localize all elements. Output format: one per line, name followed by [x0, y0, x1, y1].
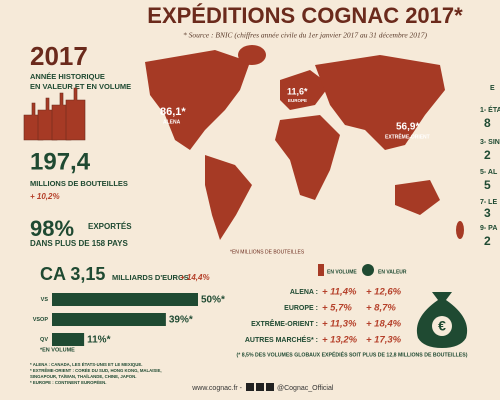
region-name: EUROPE	[288, 98, 307, 103]
title: EXPÉDITIONS COGNAC 2017*	[147, 3, 463, 28]
bar-value: 50%*	[201, 295, 225, 306]
bars-note: *EN VOLUME	[40, 347, 75, 353]
social-icon[interactable]	[246, 383, 254, 391]
bar	[52, 313, 166, 326]
growth-value: + 8,7%	[366, 303, 396, 314]
rank-value: 8	[484, 116, 491, 130]
bar	[52, 333, 85, 346]
social-icon[interactable]	[266, 383, 274, 391]
rank-value: 2	[484, 234, 491, 248]
region-name: EXTRÊME-ORIENT	[385, 132, 430, 140]
bar-label: VSOP	[33, 317, 49, 323]
growth-value: + 11,4%	[322, 287, 357, 298]
export-share: 98%	[30, 216, 74, 241]
region-value: 11,6*	[287, 86, 308, 96]
bar-value: 11%*	[87, 335, 110, 346]
footer-handle: @Cognac_Official	[277, 385, 334, 392]
social-icon[interactable]	[256, 383, 264, 391]
year-caption: ANNÉE HISTORIQUE	[30, 72, 105, 81]
growth-value: + 5,7%	[322, 303, 352, 314]
rank-label: 3- SIN	[480, 139, 500, 146]
table-header: EN VALEUR	[378, 269, 407, 275]
growth-value: + 13,2%	[322, 335, 358, 346]
footnote: SINGAPOUR, TAÏWAN, THAÏLANDE, CHINE, JAP…	[30, 374, 136, 379]
row-label: AUTRES MARCHÉS* :	[245, 335, 318, 344]
rank-value: 2	[484, 148, 491, 162]
source: * Source : BNIC (chiffres année civile d…	[183, 31, 428, 40]
rank-label: 9- PA	[480, 225, 497, 232]
svg-text:€: €	[438, 318, 446, 334]
revenue: CA 3,15	[40, 264, 105, 284]
year-caption: EN VALEUR ET EN VOLUME	[30, 82, 131, 91]
euro-icon	[362, 264, 374, 276]
money-bag-icon: €	[416, 292, 468, 348]
bar-label: QV	[40, 337, 48, 343]
revenue-unit: MILLIARDS D'EUROS	[112, 273, 189, 282]
export-caption: EXPORTÉS	[88, 222, 132, 231]
bar-value: 39%*	[169, 315, 193, 326]
rank-value: 5	[484, 178, 491, 192]
growth-value: + 12,6%	[366, 287, 402, 298]
bar	[52, 293, 198, 306]
bottle-icon	[318, 264, 324, 276]
footer-site: www.cognac.fr -	[191, 385, 242, 392]
footnotes: * ALENA : CANADA, LES ÉTATS-UNIS ET LE M…	[30, 362, 162, 385]
volume-bars: VS 50%* VSOP 39%* QV 11%*	[33, 293, 225, 346]
bottles-growth: + 10,2%	[30, 192, 60, 201]
map-unit-note: *EN MILLIONS DE BOUTEILLES	[230, 249, 305, 255]
footnote: * EUROPE : CONTINENT EUROPÉEN.	[30, 380, 106, 385]
rank-label: 1- ÉTA	[480, 105, 500, 114]
bottles: 197,4	[30, 148, 91, 175]
rank-value: 3	[484, 206, 491, 220]
row-label: ALENA :	[290, 289, 318, 296]
bottles-caption: MILLIONS DE BOUTEILLES	[30, 179, 128, 188]
revenue-growth: + 14,4%	[180, 273, 210, 282]
rank-label: 5- AL	[480, 169, 498, 176]
table-header: EN VOLUME	[327, 269, 357, 275]
footnote: * ALENA : CANADA, LES ÉTATS-UNIS ET LE M…	[30, 362, 142, 367]
growth-value: + 17,3%	[366, 335, 402, 346]
row-label: EUROPE :	[284, 305, 318, 312]
world-map	[145, 45, 464, 240]
region-name: ALENA	[163, 119, 181, 125]
growth-table: ALENA : + 11,4% + 12,6% EUROPE : + 5,7% + 8,7…	[245, 287, 402, 346]
growth-value: + 11,3%	[322, 319, 357, 330]
year: 2017	[30, 41, 88, 71]
region-value: 86,1*	[160, 106, 186, 118]
table-note: (* 8,5% DES VOLUMES GLOBAUX EXPÉDIÉS SOI…	[237, 350, 468, 358]
footnote: * EXTRÊME-ORIENT : CORÉE DU SUD, HONG KO…	[30, 368, 162, 373]
row-label: EXTRÊME-ORIENT :	[251, 319, 318, 328]
region-value: 56,9*	[396, 122, 419, 133]
growth-value: + 18,4%	[366, 319, 402, 330]
bar-label: VS	[41, 297, 49, 303]
ranking: E 1- ÉTA 8 3- SIN 2 5- AL 5 7- LE3 9- PA 2	[480, 85, 500, 248]
rank-label: 7- LE	[480, 199, 497, 206]
bottles-icon	[23, 87, 86, 141]
export-caption: DANS PLUS DE 158 PAYS	[30, 239, 128, 248]
rank-label: E	[490, 85, 495, 92]
